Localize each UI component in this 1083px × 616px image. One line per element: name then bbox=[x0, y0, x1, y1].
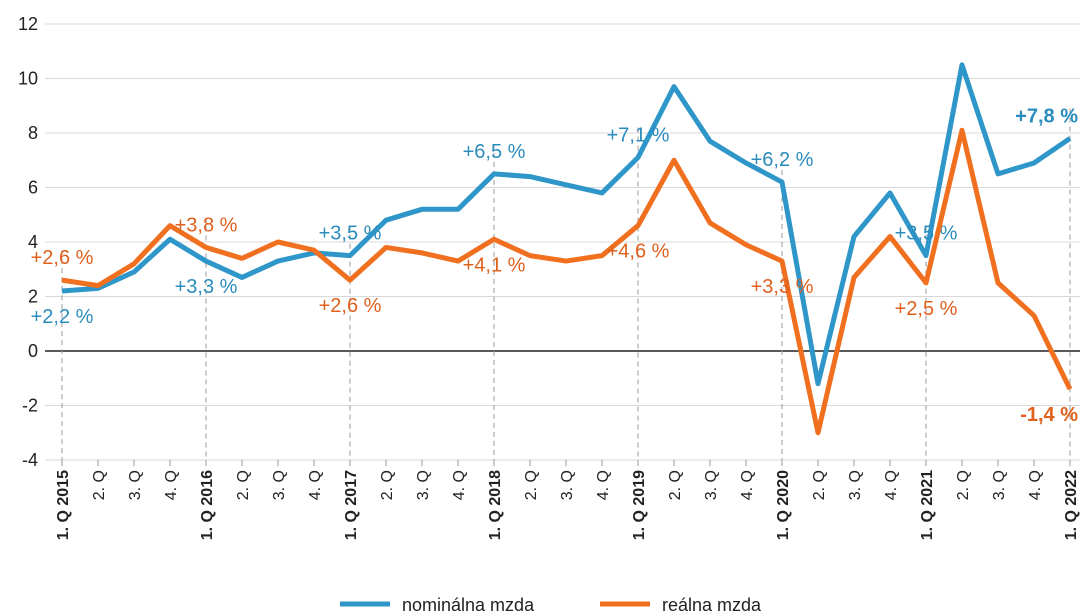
y-tick-label: 4 bbox=[28, 232, 38, 252]
x-tick-label: 4. Q bbox=[451, 470, 468, 500]
x-tick-label: 1. Q 2022 bbox=[1063, 470, 1080, 540]
series-line bbox=[61, 127, 1073, 436]
x-tick-label: 2. Q bbox=[955, 470, 972, 500]
data-label: -1,4 % bbox=[1020, 404, 1078, 426]
x-tick-label: 1. Q 2016 bbox=[199, 470, 216, 540]
y-tick-label: 10 bbox=[18, 69, 38, 89]
x-tick-label: 1. Q 2018 bbox=[487, 470, 504, 540]
x-tick-label: 2. Q bbox=[235, 470, 252, 500]
data-label: +4,6 % bbox=[607, 241, 670, 263]
x-tick-label: 3. Q bbox=[991, 470, 1008, 500]
data-label: +7,8 % bbox=[1015, 105, 1078, 127]
x-tick-label: 3. Q bbox=[271, 470, 288, 500]
x-tick-label: 3. Q bbox=[127, 470, 144, 500]
x-tick-label: 1. Q 2020 bbox=[775, 470, 792, 540]
x-tick-label: 2. Q bbox=[667, 470, 684, 500]
y-tick-label: 0 bbox=[28, 341, 38, 361]
y-tick-label: 12 bbox=[18, 14, 38, 34]
x-tick-label: 1. Q 2015 bbox=[55, 470, 72, 540]
data-label: +7,1 % bbox=[607, 125, 670, 147]
data-label: +2,5 % bbox=[895, 298, 958, 320]
x-tick-label: 4. Q bbox=[595, 470, 612, 500]
data-label: +2,6 % bbox=[319, 295, 382, 317]
x-tick-label: 1. Q 2017 bbox=[343, 470, 360, 540]
x-tick-label: 4. Q bbox=[883, 470, 900, 500]
x-tick-label: 4. Q bbox=[739, 470, 756, 500]
x-tick-label: 3. Q bbox=[559, 470, 576, 500]
x-tick-label: 1. Q 2021 bbox=[919, 470, 936, 540]
data-label: +6,5 % bbox=[463, 141, 526, 163]
data-label: +3,3 % bbox=[751, 276, 814, 298]
data-label: +3,5 % bbox=[319, 223, 382, 245]
data-label: +3,3 % bbox=[175, 276, 238, 298]
x-tick-label: 2. Q bbox=[811, 470, 828, 500]
legend-label: nominálna mzda bbox=[402, 595, 535, 615]
data-label: +2,6 % bbox=[31, 247, 94, 269]
data-label: +3,8 % bbox=[175, 214, 238, 236]
x-tick-label: 3. Q bbox=[847, 470, 864, 500]
y-tick-label: -4 bbox=[22, 450, 38, 470]
data-label: +6,2 % bbox=[751, 149, 814, 171]
legend-label: reálna mzda bbox=[662, 595, 762, 615]
y-tick-label: -2 bbox=[22, 396, 38, 416]
data-label: +4,1 % bbox=[463, 254, 526, 276]
x-tick-label: 2. Q bbox=[91, 470, 108, 500]
x-tick-label: 4. Q bbox=[307, 470, 324, 500]
x-tick-label: 2. Q bbox=[523, 470, 540, 500]
x-tick-label: 4. Q bbox=[163, 470, 180, 500]
x-tick-label: 3. Q bbox=[415, 470, 432, 500]
data-label: +3,5 % bbox=[895, 223, 958, 245]
x-tick-label: 3. Q bbox=[703, 470, 720, 500]
x-tick-label: 4. Q bbox=[1027, 470, 1044, 500]
y-tick-label: 2 bbox=[28, 287, 38, 307]
y-tick-label: 8 bbox=[28, 123, 38, 143]
data-label: +2,2 % bbox=[31, 306, 94, 328]
x-tick-label: 1. Q 2019 bbox=[631, 470, 648, 540]
series-line bbox=[61, 62, 1072, 387]
y-tick-label: 6 bbox=[28, 178, 38, 198]
x-tick-label: 2. Q bbox=[379, 470, 396, 500]
